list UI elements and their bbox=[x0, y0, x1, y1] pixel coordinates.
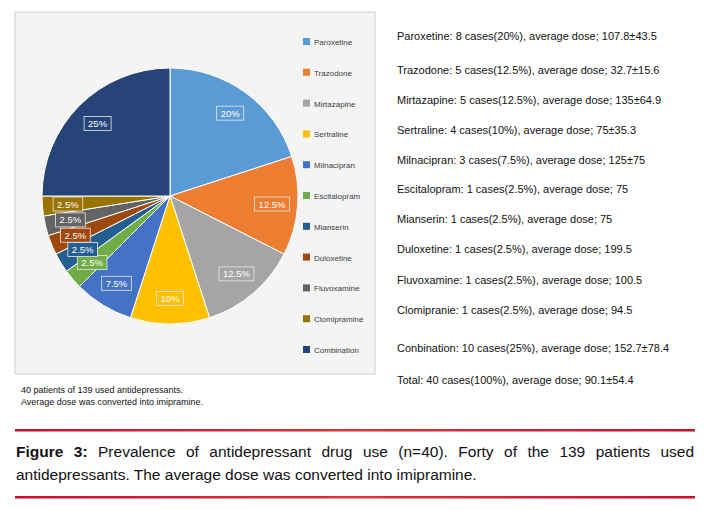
legend-swatch bbox=[303, 223, 310, 230]
caption-rule-top bbox=[15, 429, 695, 432]
data-label: 12.5% bbox=[219, 267, 254, 281]
data-label-text: 2.5% bbox=[60, 214, 82, 225]
legend-swatch bbox=[303, 254, 310, 261]
legend-label: Fluvoxamine bbox=[314, 284, 360, 293]
annotation: Paroxetine: 8 cases(20%), average dose; … bbox=[397, 30, 657, 42]
data-label: 2.5% bbox=[56, 213, 86, 227]
data-label-text: 2.5% bbox=[81, 257, 103, 268]
notes: 40 patients of 139 used antidepressants.… bbox=[21, 385, 203, 407]
data-label: 12.5% bbox=[255, 197, 290, 211]
legend-label: Sertraline bbox=[314, 130, 349, 139]
legend-label: Mirtazapine bbox=[314, 100, 356, 109]
note: Average dose was converted into imiprami… bbox=[21, 397, 203, 407]
legend-swatch bbox=[303, 130, 310, 137]
legend-label: Trazodone bbox=[314, 69, 353, 78]
data-label: 10% bbox=[156, 291, 183, 305]
pie bbox=[42, 68, 298, 324]
figure: 20%12.5%12.5%10%7.5%2.5%2.5%2.5%2.5%2.5%… bbox=[0, 0, 706, 511]
legend-swatch bbox=[303, 69, 310, 76]
caption-label: Figure 3: bbox=[16, 443, 88, 460]
legend-label: Mianserin bbox=[314, 223, 349, 232]
data-label: 25% bbox=[84, 117, 111, 131]
annotation: Total: 40 cases(100%), average dose; 90.… bbox=[397, 374, 634, 386]
data-label-text: 2.5% bbox=[65, 230, 87, 241]
annotation: Milnacipran: 3 cases(7.5%), average dose… bbox=[397, 154, 645, 166]
legend-label: Clomipramine bbox=[314, 315, 364, 324]
caption-rule-bottom bbox=[15, 496, 695, 499]
caption-text: Prevalence of antidepressant drug use (n… bbox=[16, 443, 694, 483]
data-label-box bbox=[102, 276, 132, 290]
data-label: 2.5% bbox=[68, 243, 98, 257]
data-label-text: 25% bbox=[88, 118, 108, 129]
data-label-box bbox=[56, 213, 86, 227]
annotation: Fluvoxamine: 1 cases(2.5%), average dose… bbox=[397, 274, 642, 286]
annotation: Duloxetine: 1 cases(2.5%), average dose;… bbox=[397, 243, 632, 255]
data-label: 2.5% bbox=[53, 197, 83, 211]
legend-swatch bbox=[303, 346, 310, 353]
data-label-box bbox=[255, 197, 290, 211]
annotation: Mianserin: 1 cases(2.5%), average dose; … bbox=[397, 213, 612, 225]
data-label-box bbox=[61, 228, 91, 242]
data-label-box bbox=[53, 197, 83, 211]
legend-label: Duloxetine bbox=[314, 254, 352, 263]
data-label-box bbox=[219, 267, 254, 281]
legend-swatch bbox=[303, 315, 310, 322]
annotation: Sertraline: 4 cases(10%), average dose; … bbox=[397, 124, 636, 136]
legend-label: Paroxetine bbox=[314, 38, 353, 47]
data-label-box bbox=[68, 243, 98, 257]
data-labels: 20%12.5%12.5%10%7.5%2.5%2.5%2.5%2.5%2.5%… bbox=[53, 106, 289, 305]
annotation: Mirtazapine: 5 cases(12.5%), average dos… bbox=[397, 94, 661, 106]
caption: Figure 3: Prevalence of antidepressant d… bbox=[16, 440, 694, 486]
data-label-text: 2.5% bbox=[57, 199, 79, 210]
legend-swatch bbox=[303, 284, 310, 291]
data-label: 2.5% bbox=[77, 256, 107, 270]
data-label-text: 12.5% bbox=[223, 268, 250, 279]
data-label: 2.5% bbox=[61, 228, 91, 242]
data-label: 20% bbox=[217, 106, 244, 120]
data-label: 7.5% bbox=[102, 276, 132, 290]
legend-swatch bbox=[303, 100, 310, 107]
legend: Paroxetine Trazodone Mirtazapine Sertraline… bbox=[303, 38, 364, 355]
data-label-text: 12.5% bbox=[259, 199, 286, 210]
chart-panel bbox=[15, 12, 375, 374]
legend-swatch bbox=[303, 38, 310, 45]
data-label-box bbox=[84, 117, 111, 131]
annotation: Escitalopram: 1 cases(2.5%), average dos… bbox=[397, 183, 628, 195]
data-label-box bbox=[77, 256, 107, 270]
legend-label: Milnacipran bbox=[314, 161, 355, 170]
legend-label: Escitalopram bbox=[314, 192, 361, 201]
annotation: Clomipranie: 1 cases(2.5%), average dose… bbox=[397, 304, 632, 316]
annotation: Conbination: 10 cases(25%), average dose… bbox=[397, 342, 669, 354]
legend-swatch bbox=[303, 161, 310, 168]
pie-slice bbox=[42, 68, 170, 196]
data-label-text: 10% bbox=[160, 293, 180, 304]
note: 40 patients of 139 used antidepressants. bbox=[21, 385, 183, 395]
data-label-box bbox=[217, 106, 244, 120]
annotations: Paroxetine: 8 cases(20%), average dose; … bbox=[397, 30, 669, 386]
data-label-text: 2.5% bbox=[72, 244, 94, 255]
data-label-box bbox=[156, 291, 183, 305]
data-label-text: 7.5% bbox=[106, 278, 128, 289]
data-label-text: 20% bbox=[221, 108, 241, 119]
annotation: Trazodone: 5 cases(12.5%), average dose;… bbox=[397, 64, 659, 76]
legend-swatch bbox=[303, 192, 310, 199]
legend-label: Combination bbox=[314, 346, 359, 355]
